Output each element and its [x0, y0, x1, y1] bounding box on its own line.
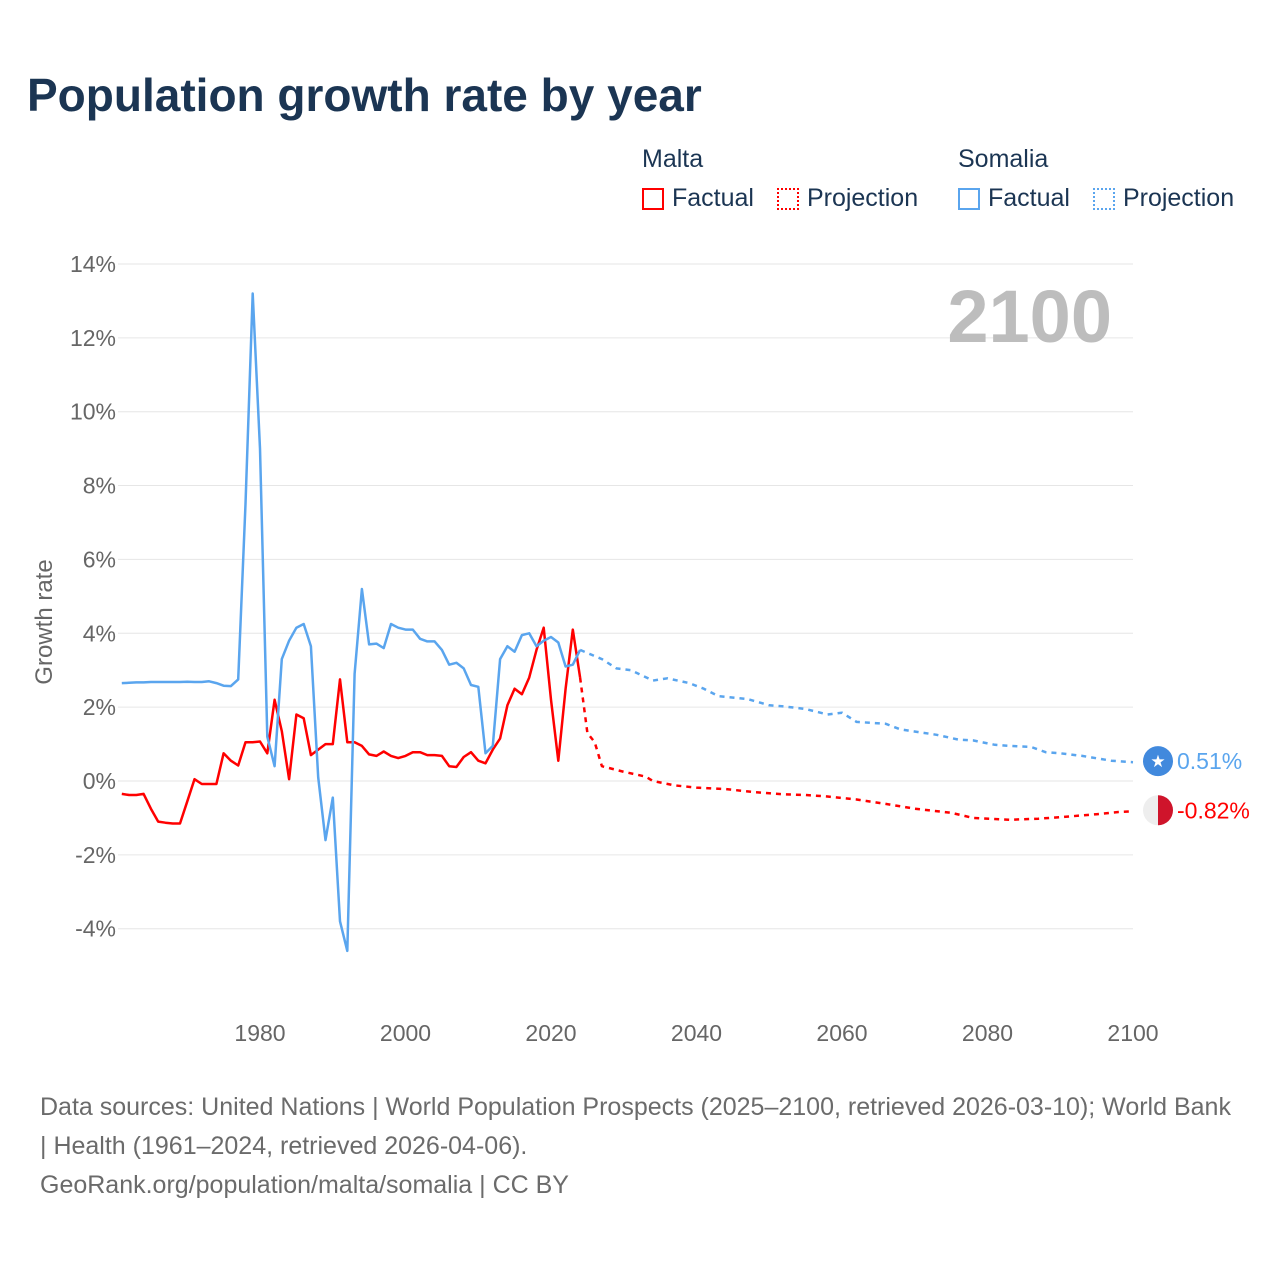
x-tick-label: 2060 — [816, 1020, 867, 1046]
legend-label: Projection — [806, 184, 919, 212]
malta-flag-red-half — [1158, 795, 1174, 826]
series-line-somalia-projection[interactable] — [579, 648, 1134, 764]
year-label: 2100 — [947, 275, 1112, 358]
legend-group-somalia: Somalia Factual Projection — [958, 145, 1250, 217]
solid-swatch-icon — [642, 187, 664, 210]
y-tick-label: 12% — [70, 325, 116, 351]
y-tick-label: 14% — [70, 251, 116, 277]
legend-label: Factual — [672, 184, 754, 212]
x-tick-label: 2040 — [671, 1020, 722, 1046]
y-tick-label: -2% — [75, 842, 116, 868]
x-tick-label: 1980 — [234, 1020, 285, 1046]
x-tick-label: 2100 — [1107, 1020, 1158, 1046]
series-line-malta-projection[interactable] — [578, 677, 1134, 822]
line-chart: -4% -2% 0% 2% 4% 6% 8% 10% 12% 14% 1980 2000 2020 204… — [31, 251, 1250, 1046]
y-tick-label: 6% — [83, 546, 116, 572]
somalia-flag-icon — [1143, 746, 1173, 777]
legend-title: Somalia — [958, 145, 1049, 173]
legend-label: Projection — [1122, 184, 1235, 212]
y-tick-label: 0% — [83, 768, 116, 794]
legend-item-somalia-factual[interactable]: Factual — [958, 184, 1070, 213]
y-tick-label: -4% — [75, 916, 116, 942]
legend-label: Factual — [988, 184, 1070, 212]
x-tick-label: 2080 — [962, 1020, 1013, 1046]
solid-swatch-icon — [958, 187, 980, 210]
footer: Data sources: United Nations | World Pop… — [40, 1088, 1240, 1205]
y-tick-label: 4% — [83, 620, 116, 646]
x-tick-label: 2020 — [525, 1020, 576, 1046]
end-value-label: 0.51% — [1177, 748, 1242, 774]
dotted-swatch-icon — [1092, 187, 1115, 210]
legend-item-malta-factual[interactable]: Factual — [642, 184, 754, 213]
legend-item-malta-projection[interactable]: Projection — [776, 184, 919, 213]
star-icon: ★ — [1150, 752, 1165, 771]
page-title: Population growth rate by year — [27, 69, 702, 121]
dotted-swatch-icon — [776, 187, 799, 210]
x-tick-label: 2000 — [380, 1020, 431, 1046]
y-tick-label: 10% — [70, 399, 116, 425]
legend-item-somalia-projection[interactable]: Projection — [1092, 184, 1235, 213]
data-sources: Data sources: United Nations | World Pop… — [40, 1093, 1231, 1160]
y-axis-label: Growth rate — [31, 559, 58, 684]
y-tick-label: 8% — [83, 473, 116, 499]
legend-group-malta: Malta Factual Projection — [642, 145, 934, 217]
source-link[interactable]: GeoRank.org/population/malta/somalia | C… — [40, 1171, 569, 1199]
y-tick-label: 2% — [83, 694, 116, 720]
series-line-somalia-factual[interactable] — [121, 292, 582, 953]
series-line-malta-factual[interactable] — [121, 626, 582, 825]
end-value-label: -0.82% — [1177, 797, 1250, 823]
legend-title: Malta — [642, 145, 704, 173]
